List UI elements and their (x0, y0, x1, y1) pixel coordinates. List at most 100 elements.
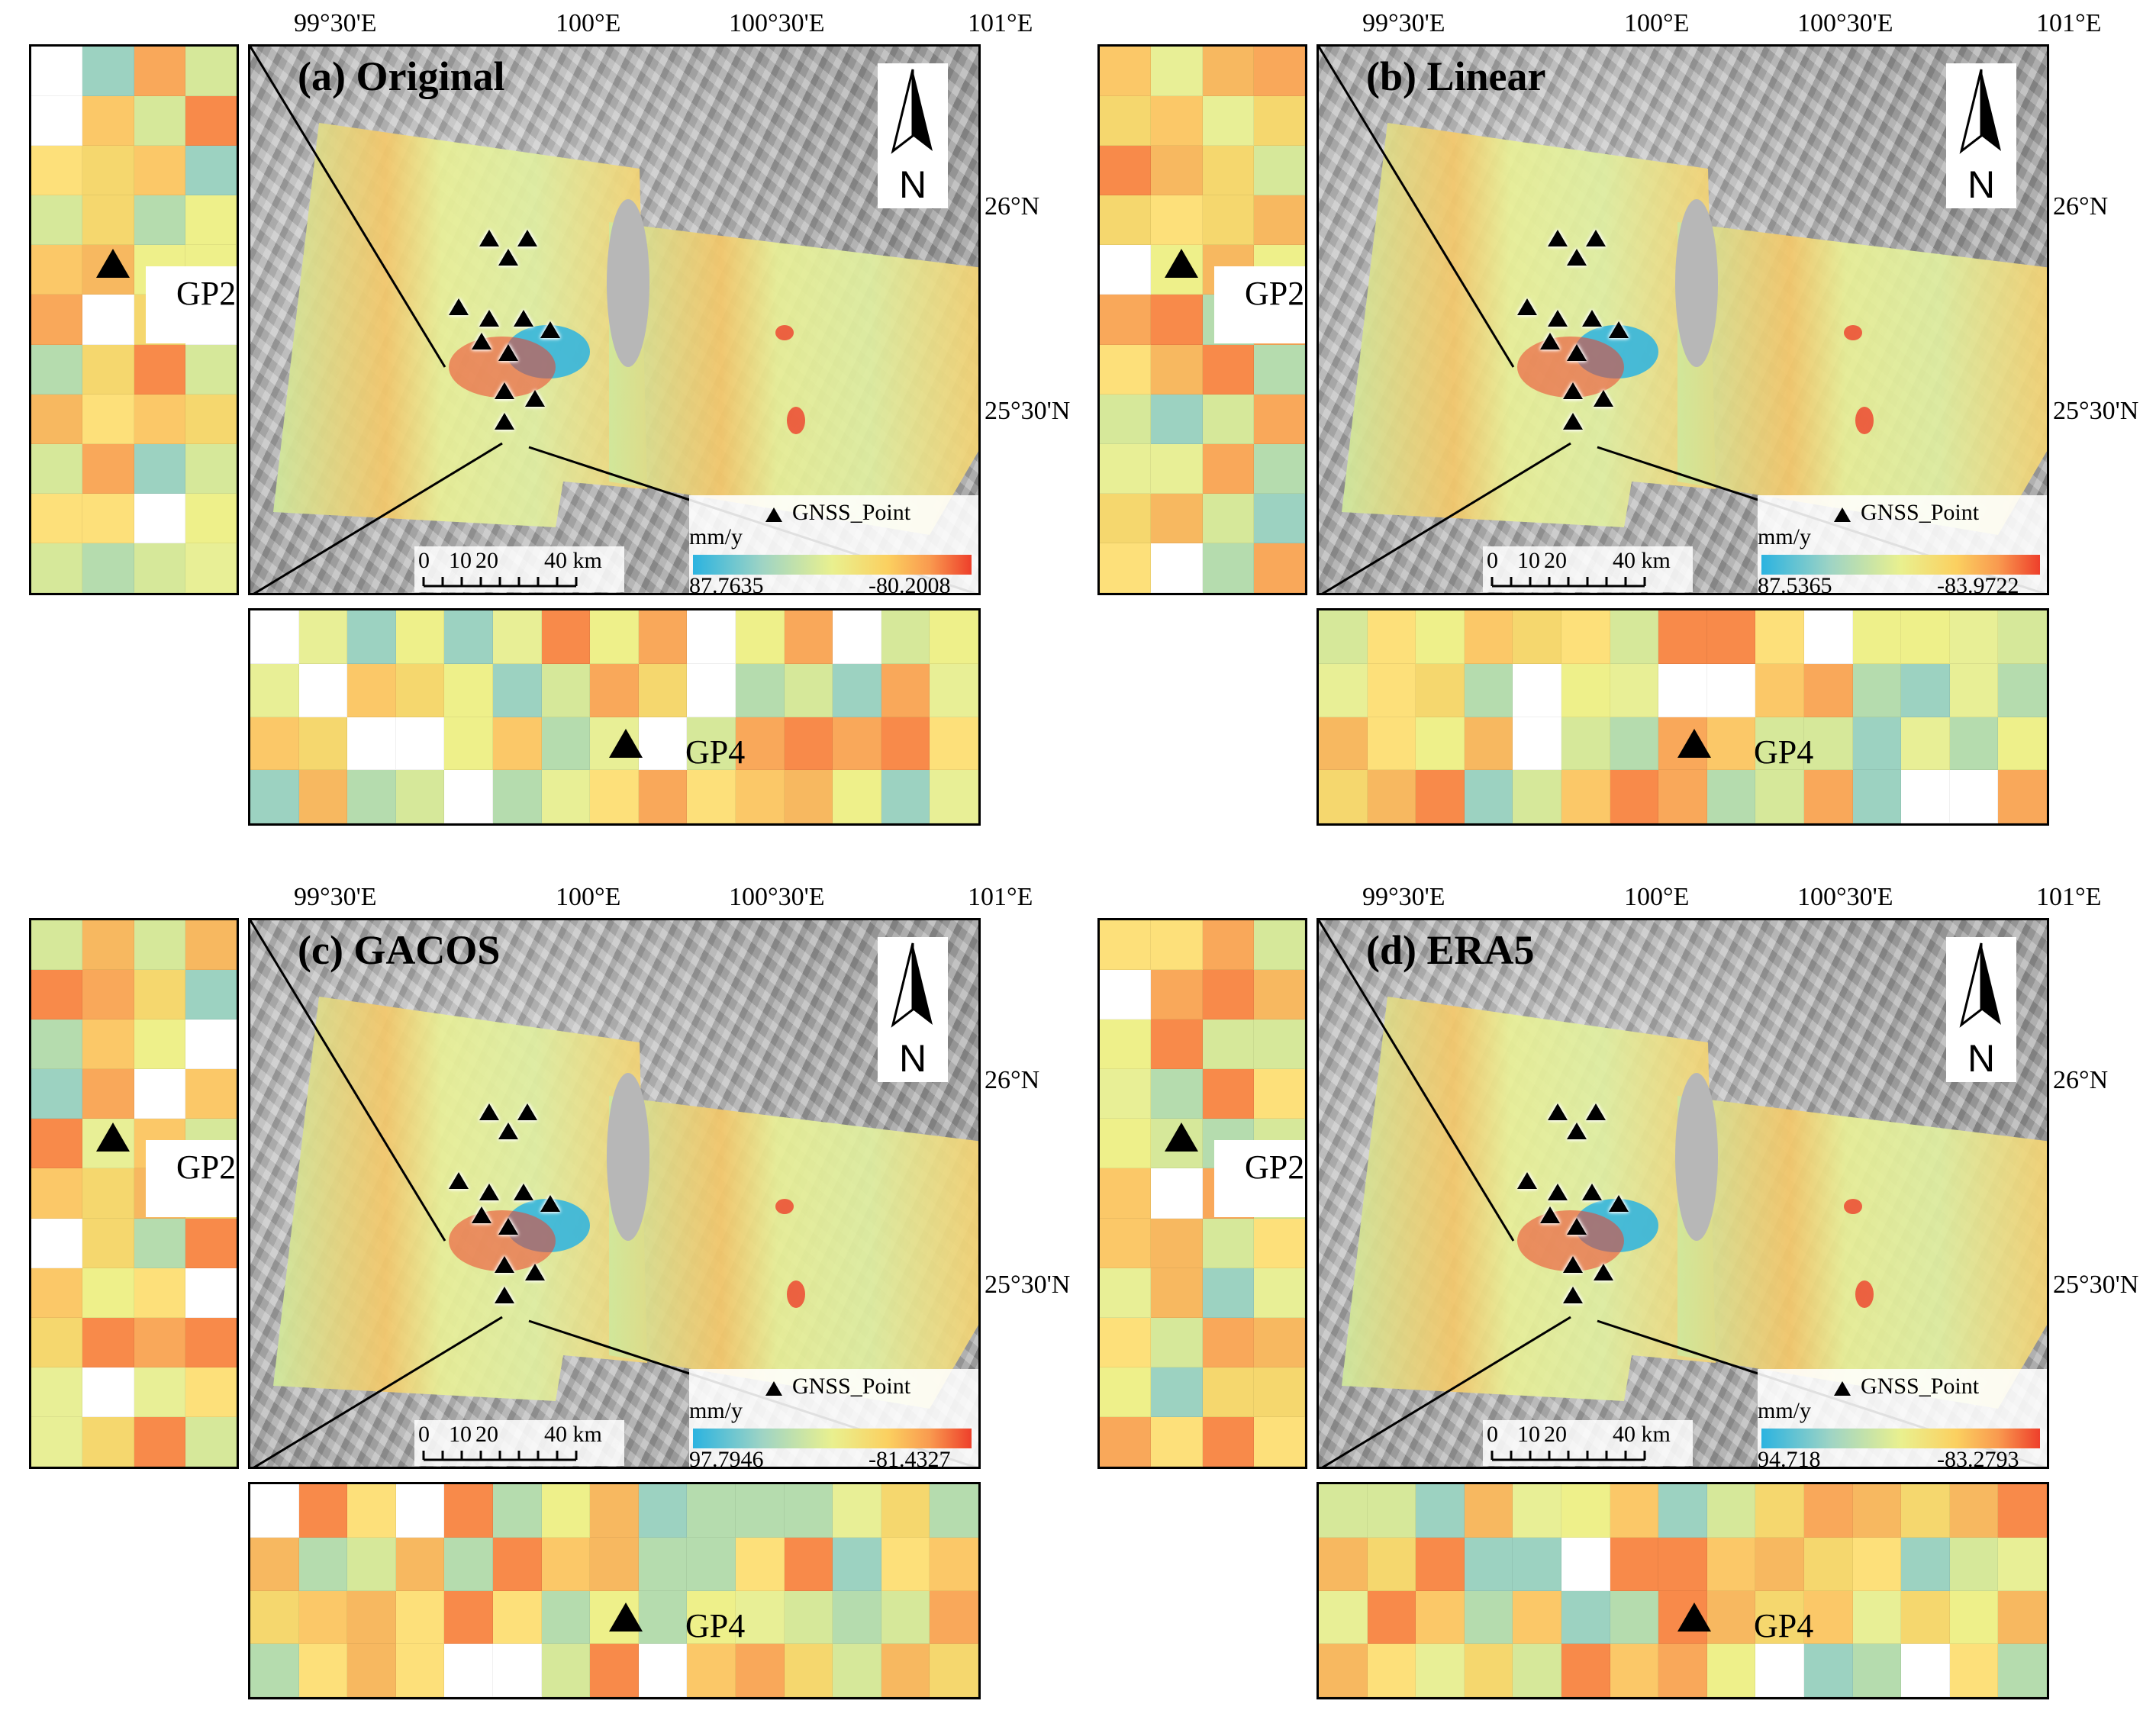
lon-tick-label: 100°E (556, 883, 621, 911)
gnss-point-marker[interactable] (517, 1103, 537, 1120)
gp2-marker[interactable] (1165, 249, 1198, 278)
gnss-point-marker[interactable] (1563, 382, 1583, 399)
gnss-point-marker[interactable] (1563, 413, 1583, 430)
zoom-inset-gp4[interactable]: GP4 (248, 608, 981, 826)
main-map[interactable]: (a) Original N GNSS_Point mm/y 87.7635 -80.20… (248, 44, 981, 595)
main-map[interactable]: (b) Linear N GNSS_Point mm/y 87.5365 -83.9722… (1316, 44, 2049, 595)
gnss-point-marker[interactable] (479, 310, 499, 327)
gnss-point-marker[interactable] (1540, 333, 1560, 349)
gnss-point-marker[interactable] (1563, 1256, 1583, 1273)
zoom-inset-gp2[interactable]: GP2 (1097, 44, 1307, 595)
pixel-cell (735, 717, 785, 771)
gnss-point-marker[interactable] (479, 1184, 499, 1200)
gnss-point-marker[interactable] (1594, 1264, 1613, 1280)
gnss-point-marker[interactable] (1563, 1287, 1583, 1303)
gnss-point-marker[interactable] (498, 344, 518, 361)
gnss-point-marker[interactable] (498, 249, 518, 266)
pixel-cell (134, 394, 185, 444)
gnss-point-marker[interactable] (479, 230, 499, 246)
gnss-point-marker[interactable] (495, 1256, 514, 1273)
zoom-inset-gp4[interactable]: GP4 (1316, 608, 2049, 826)
pixel-cell (82, 1069, 134, 1119)
pixel-cell (1464, 770, 1513, 823)
gnss-point-marker[interactable] (540, 1195, 560, 1212)
pixel-cell (1561, 663, 1610, 717)
main-map[interactable]: (c) GACOS N GNSS_Point mm/y 97.7946 -81.4327 0… (248, 918, 981, 1469)
gnss-point-marker[interactable] (1582, 310, 1602, 327)
gp4-marker[interactable] (609, 729, 643, 758)
gnss-point-marker[interactable] (1582, 1184, 1602, 1200)
zoom-inset-gp4[interactable]: GP4 (248, 1482, 981, 1699)
gnss-point-marker[interactable] (479, 1103, 499, 1120)
gnss-point-marker[interactable] (540, 321, 560, 338)
gnss-point-marker[interactable] (1594, 390, 1613, 407)
gnss-point-marker[interactable] (472, 333, 491, 349)
gnss-point-marker[interactable] (1517, 298, 1537, 315)
gnss-point-marker[interactable] (1609, 321, 1629, 338)
pixel-cell (444, 1484, 493, 1538)
gp2-marker[interactable] (1165, 1123, 1198, 1152)
gnss-point-marker[interactable] (1609, 1195, 1629, 1212)
gnss-point-marker[interactable] (514, 310, 533, 327)
gnss-point-marker[interactable] (1540, 1206, 1560, 1223)
panel-title: (b) Linear (1366, 53, 1546, 99)
pixel-cell (82, 195, 134, 246)
gnss-point-marker[interactable] (472, 1206, 491, 1223)
pixel-cell (1367, 770, 1416, 823)
zoom-inset-gp4[interactable]: GP4 (1316, 1482, 2049, 1699)
gnss-point-marker[interactable] (1517, 1172, 1537, 1189)
pixel-cell (31, 146, 83, 196)
gnss-point-marker[interactable] (1567, 1218, 1587, 1235)
gp2-marker[interactable] (96, 249, 130, 278)
pixel-cell (1561, 1644, 1610, 1697)
gnss-point-marker[interactable] (495, 1287, 514, 1303)
gnss-point-marker[interactable] (498, 1123, 518, 1139)
pixel-cell (82, 1317, 134, 1367)
gnss-point-marker[interactable] (525, 390, 545, 407)
legend-gnss-icon (1834, 1381, 1851, 1396)
pixel-cell (31, 1218, 83, 1268)
scale-tick-label: 10 (1517, 548, 1540, 573)
gnss-point-marker[interactable] (1548, 310, 1568, 327)
gnss-point-marker[interactable] (1567, 249, 1587, 266)
gnss-point-marker[interactable] (1586, 1103, 1606, 1120)
pixel-cell (1202, 1020, 1254, 1070)
pixel-cell (1151, 195, 1203, 246)
pixel-cell (1319, 1537, 1368, 1591)
zoom-inset-gp2[interactable]: GP2 (1097, 918, 1307, 1469)
north-arrow-icon (1959, 69, 2001, 154)
gnss-point-marker[interactable] (495, 413, 514, 430)
gp4-marker[interactable] (609, 1603, 643, 1632)
gnss-point-marker[interactable] (498, 1218, 518, 1235)
north-arrow-icon (1959, 942, 2001, 1028)
pixel-cell (134, 344, 185, 395)
gnss-point-marker[interactable] (1586, 230, 1606, 246)
zoom-inset-gp2[interactable]: GP2 (29, 918, 239, 1469)
gnss-point-marker[interactable] (495, 382, 514, 399)
gnss-point-marker[interactable] (525, 1264, 545, 1280)
pixel-cell (638, 1644, 688, 1697)
pixel-cell (492, 1590, 542, 1644)
gp4-marker[interactable] (1677, 729, 1711, 758)
gnss-point-marker[interactable] (1548, 1184, 1568, 1200)
uplift-zone (1517, 337, 1624, 398)
zoom-inset-gp2[interactable]: GP2 (29, 44, 239, 595)
pixel-cell (541, 663, 591, 717)
gnss-point-marker[interactable] (1548, 230, 1568, 246)
main-map[interactable]: (d) ERA5 N GNSS_Point mm/y 94.718 -83.2793 0 10… (1316, 918, 2049, 1469)
gnss-point-marker[interactable] (449, 298, 469, 315)
gnss-point-marker[interactable] (514, 1184, 533, 1200)
pixel-cell (881, 1484, 930, 1538)
pixel-cell (1949, 663, 1999, 717)
pixel-cell (1100, 443, 1152, 494)
gnss-point-marker[interactable] (1567, 1123, 1587, 1139)
colorbar (693, 1429, 972, 1448)
pixel-cell (687, 1590, 736, 1644)
gnss-point-marker[interactable] (517, 230, 537, 246)
gp2-marker[interactable] (96, 1123, 130, 1152)
gp4-marker[interactable] (1677, 1603, 1711, 1632)
gnss-point-marker[interactable] (449, 1172, 469, 1189)
gnss-point-marker[interactable] (1567, 344, 1587, 361)
pixel-cell (1151, 1317, 1203, 1367)
gnss-point-marker[interactable] (1548, 1103, 1568, 1120)
